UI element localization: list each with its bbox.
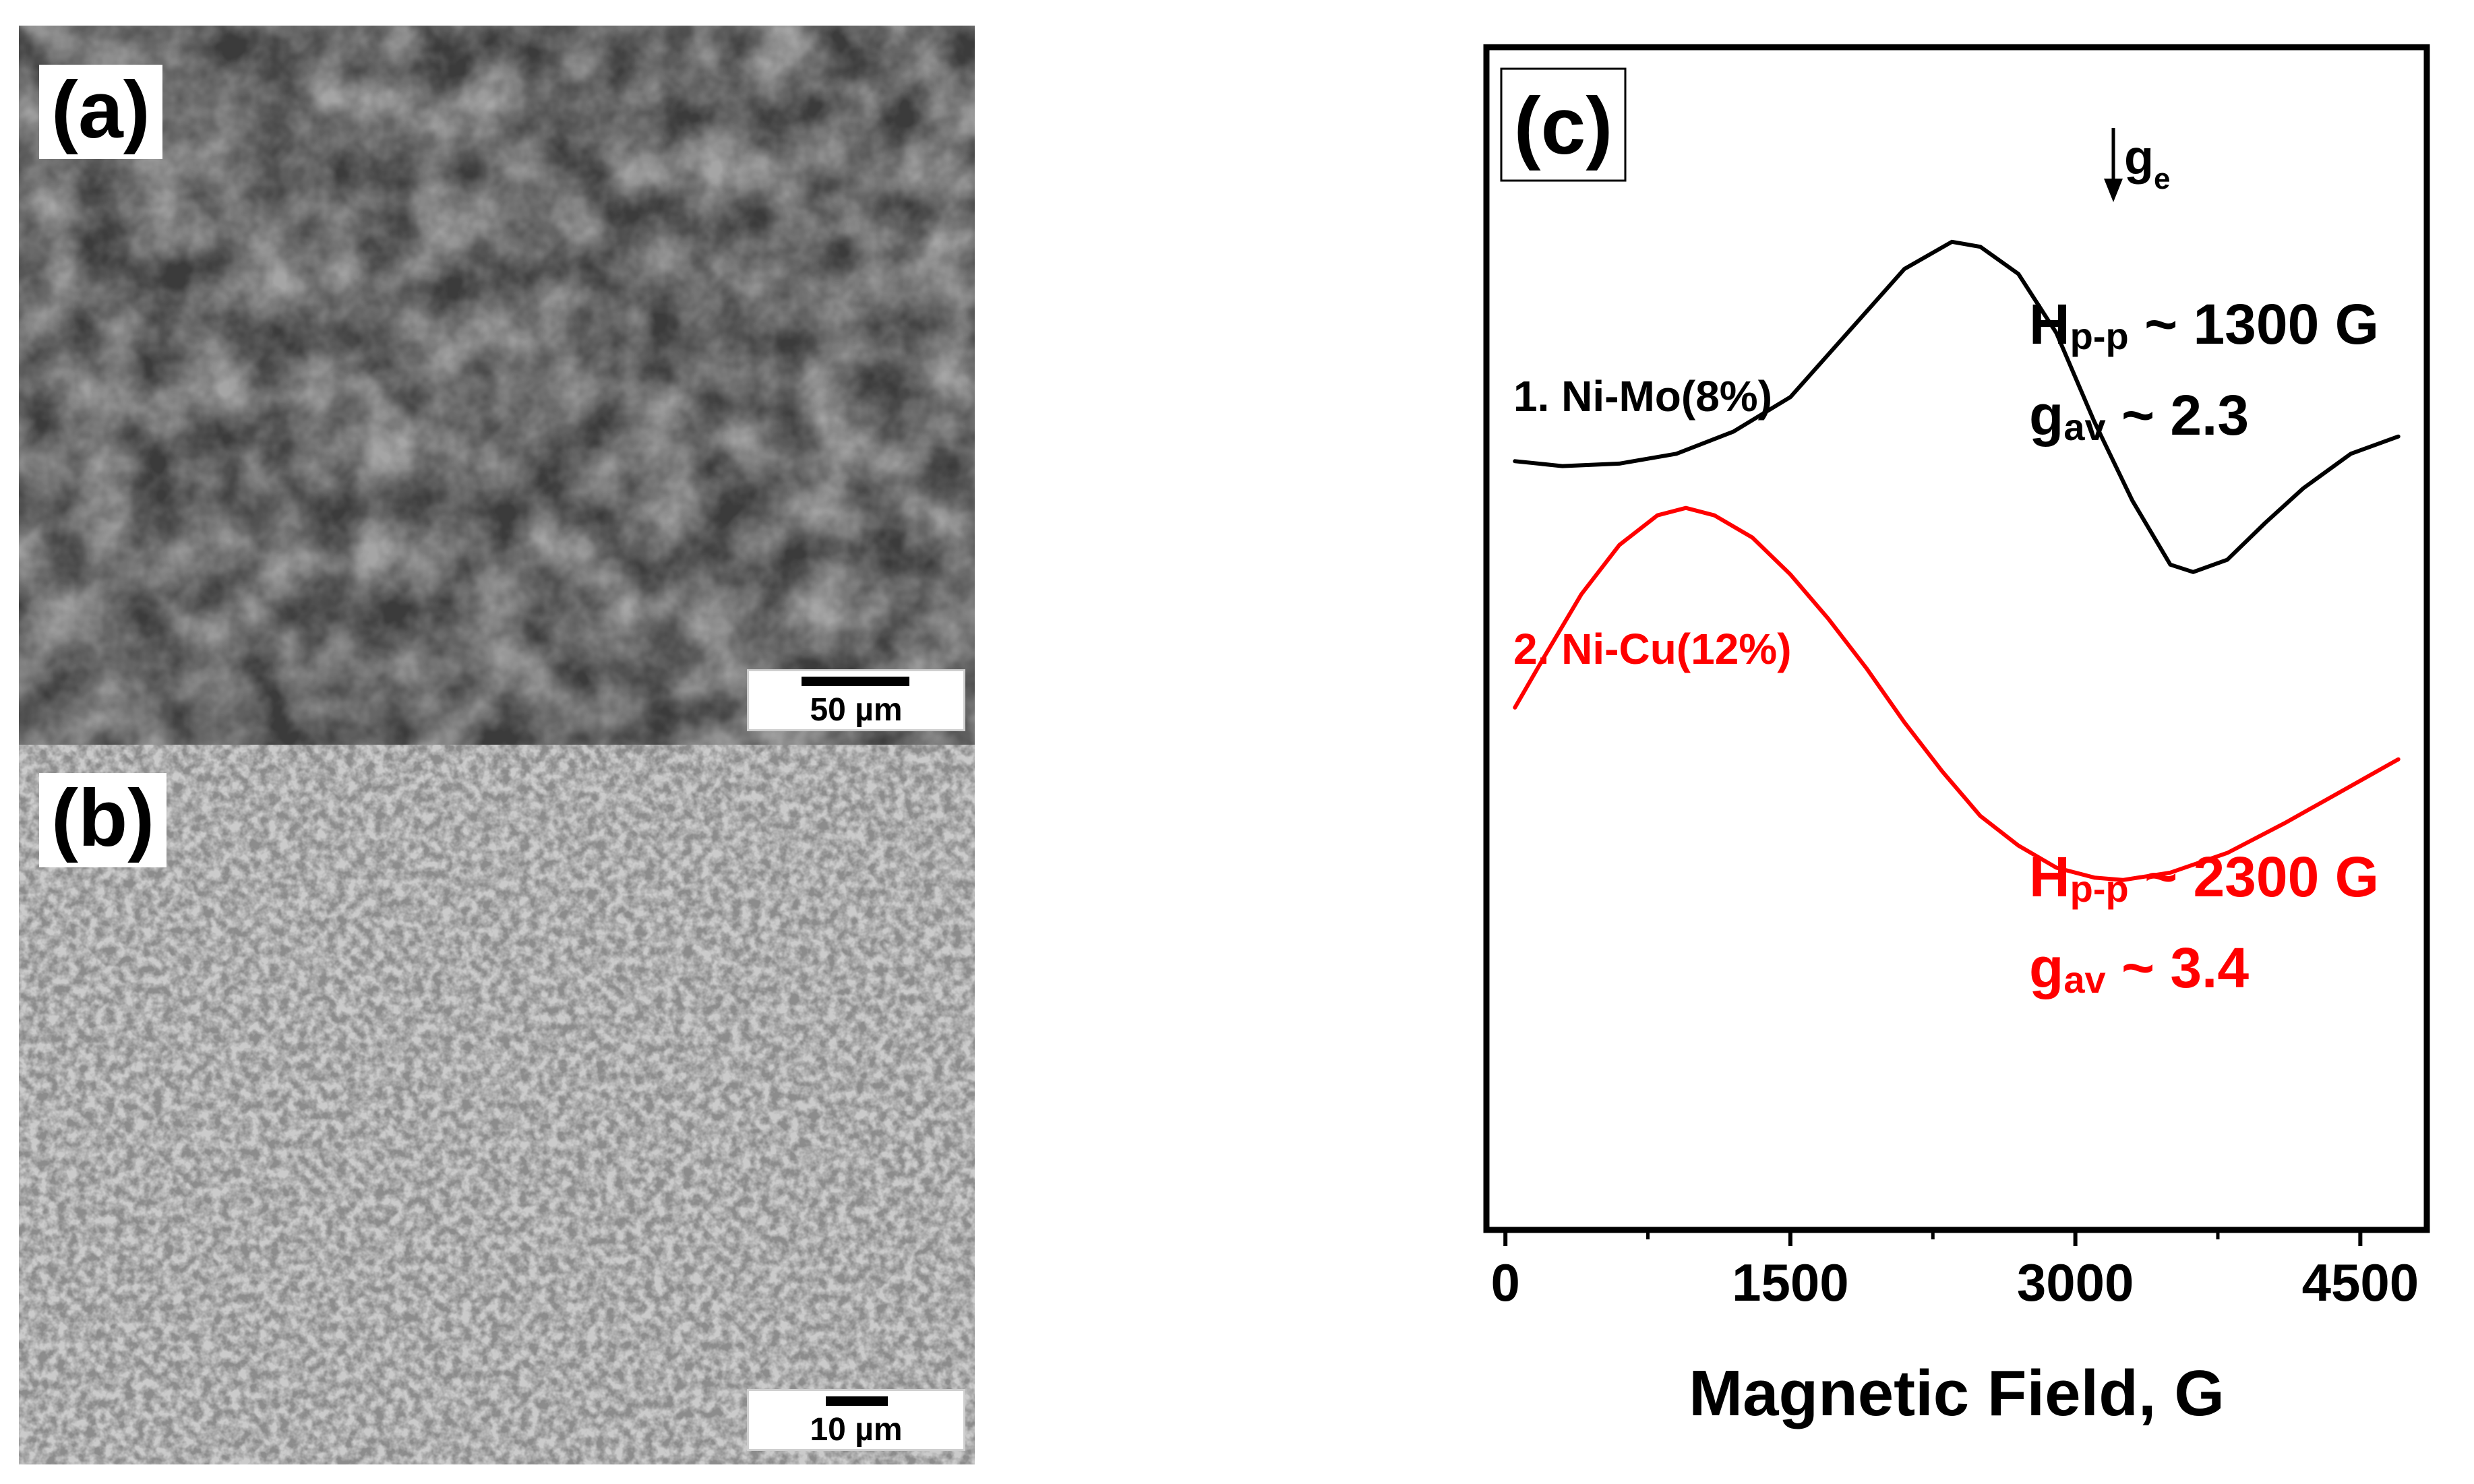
scale-bar-label-b: 10 µm (810, 1412, 903, 1448)
series-line-2 (1513, 505, 2401, 882)
scale-bar-a: 50 µm (747, 669, 965, 731)
scale-bar-b: 10 µm (747, 1389, 965, 1451)
sem-texture-b (19, 745, 975, 1464)
annotation-subscript: p-p (2070, 315, 2129, 357)
series-name-1: 1. Ni-Mo(8%) (1513, 372, 1772, 421)
panel-label-box-c (1500, 67, 1627, 182)
scale-bar-label-a: 50 µm (810, 692, 903, 728)
series-annotation-2-1: Hp-p ~ 2300 G (2029, 845, 2379, 910)
x-tick-label: 3000 (2017, 1253, 2134, 1312)
annotation-subscript: p-p (2070, 867, 2129, 910)
annotation-symbol: H (2029, 292, 2070, 356)
panel-label-b: (b) (39, 773, 167, 867)
plot-frame (1483, 44, 2430, 1233)
ge-marker-subscript: e (2154, 162, 2170, 195)
annotation-value: ~ 2.3 (2106, 383, 2250, 447)
x-tick-label: 0 (1490, 1253, 1519, 1312)
annotation-subscript: av (2063, 406, 2105, 448)
series-line-1 (1513, 239, 2401, 574)
annotation-value: ~ 2300 G (2129, 845, 2379, 908)
annotation-subscript: av (2063, 958, 2105, 1001)
series-annotation-1-1: Hp-p ~ 1300 G (2029, 292, 2379, 357)
annotation-value: ~ 3.4 (2106, 936, 2250, 999)
scale-bar-line-b (826, 1396, 888, 1406)
annotation-symbol: g (2029, 936, 2063, 999)
panel-label-a: (a) (39, 65, 162, 159)
series-name-2: 2. Ni-Cu(12%) (1513, 625, 1792, 673)
series-annotation-1-2: gav ~ 2.3 (2029, 383, 2249, 448)
x-tick-label: 1500 (1732, 1253, 1849, 1312)
annotation-symbol: g (2029, 383, 2063, 447)
series-annotation-2-2: gav ~ 3.4 (2029, 936, 2249, 1001)
sem-texture-a (19, 26, 975, 745)
sem-image-a: (a) 50 µm (19, 26, 975, 745)
x-tick-label: 4500 (2302, 1253, 2419, 1312)
x-axis-label: Magnetic Field, G (1689, 1357, 2225, 1429)
scale-bar-line-a (802, 677, 909, 686)
annotation-value: ~ 1300 G (2129, 292, 2379, 356)
ge-marker-arrow (2104, 179, 2123, 202)
annotation-symbol: H (2029, 845, 2070, 908)
epr-chart: 0 1500 3000 4500 Magnetic Field, G (c) ge 1. Ni… (1449, 27, 2461, 1469)
panel-label-c: (c) (1514, 81, 1613, 171)
sem-image-b: (b) 10 µm (19, 745, 975, 1464)
ge-marker-label: ge (2124, 131, 2170, 195)
